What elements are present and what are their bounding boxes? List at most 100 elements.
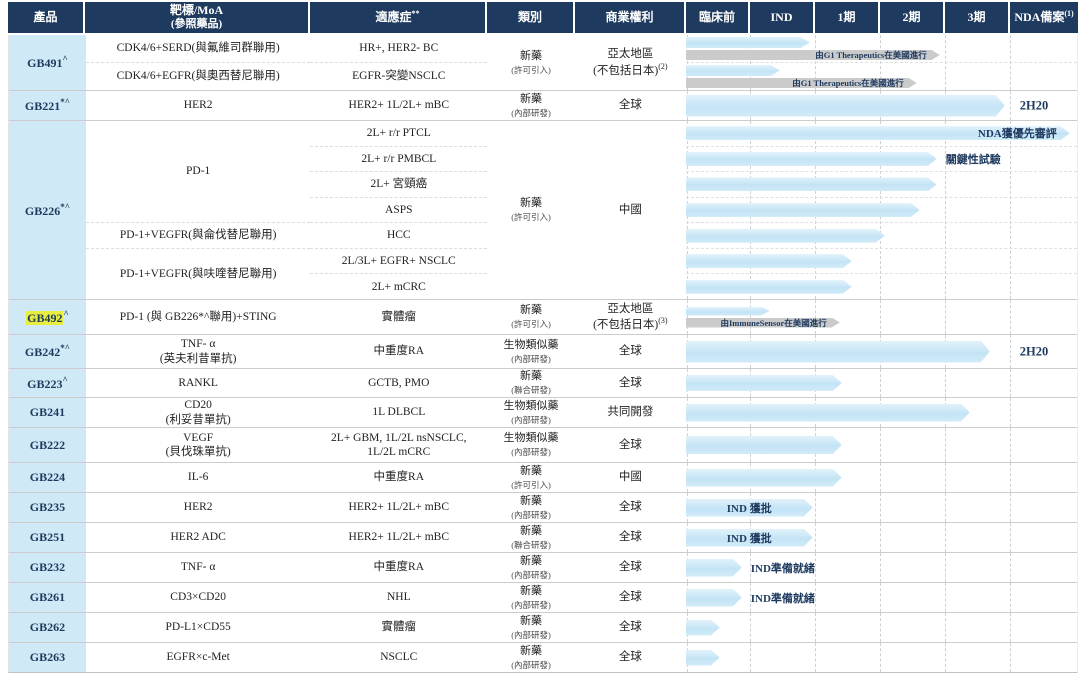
indication-line: NSCLC (380, 651, 418, 664)
target-line: (英夫利昔單抗) (159, 352, 237, 365)
commercial-text: 全球 (618, 345, 642, 358)
target-group: VEGF (貝伐珠單抗) (86, 428, 311, 462)
header-label: 適應症** (375, 8, 420, 24)
phase-gridline (814, 493, 816, 522)
category-sub: (內部研發) (511, 659, 551, 670)
commercial-line: 全球 (619, 376, 642, 390)
pipeline-lane (686, 613, 1077, 642)
category-cell: 生物類似藥 (內部研發) (487, 428, 575, 462)
indication-line: 2L+ 宮頸癌 (370, 178, 428, 191)
product-cell: GB262 (9, 613, 86, 642)
phase-gridline (814, 553, 816, 582)
commercial-text: 全球 (618, 501, 642, 514)
pipeline-cell: NDA獲優先審評 關鍵性試驗 (685, 121, 1077, 299)
category-main: 生物類似藥 (503, 338, 559, 351)
table-row: GB222 VEGF (貝伐珠單抗) 2L+ GBM, 1L/2L nsNSCLC, 1… (9, 427, 1077, 462)
product-cell: GB223^ (9, 369, 86, 397)
phase-gridline (944, 643, 946, 672)
product-name: GB251 (29, 530, 66, 544)
indication-line: 2L+ r/r PMBCL (361, 152, 437, 165)
product-label: GB223^ (27, 375, 68, 392)
pipeline-cell: 2H20 (686, 91, 1077, 120)
indication-cell: 中重度RA (310, 463, 487, 492)
phase-gridline (1009, 523, 1011, 552)
product-cell: GB232 (9, 553, 86, 582)
category-main: 新藥 (520, 554, 543, 567)
product-cell: GB221*^ (9, 91, 86, 120)
target-line: PD-1 (186, 165, 211, 178)
indication-line: HCC (386, 229, 411, 242)
pipeline-bar (686, 620, 720, 636)
column-header-適應症: 適應症** (310, 2, 487, 33)
phase-gridline (879, 428, 881, 462)
category-cell: 生物類似藥 (內部研發) (487, 335, 575, 368)
indication-line: HR+, HER2- BC (359, 42, 439, 55)
target-cell: CD3×CD20 (86, 583, 311, 612)
pipeline-bar (686, 229, 885, 243)
pipeline-bar (686, 95, 1005, 117)
bar-label: NDA獲優先審評 (977, 128, 1057, 141)
phase-gridline (1009, 91, 1011, 120)
pipeline-lane (685, 196, 1077, 223)
indication-cell: NHL (310, 583, 487, 612)
category-main: 新藥 (520, 370, 543, 383)
phase-gridline (944, 523, 946, 552)
pipeline-lane (686, 369, 1077, 397)
indication-line: 2L/3L+ EGFR+ NSCLC (341, 254, 456, 267)
indication-subrow: HCC (310, 222, 488, 248)
table-row: GB224 IL-6 中重度RA 新藥 (許可引入) 中國 (9, 462, 1077, 492)
product-label: GB491^ (27, 54, 68, 71)
phase-gridline (944, 428, 946, 462)
product-label: GB492^ (26, 309, 69, 326)
header-superscript: ** (411, 8, 420, 18)
product-name: GB491 (27, 56, 63, 70)
product-name: GB242 (24, 345, 61, 359)
commercial-line: 亞太地區 (607, 47, 653, 61)
indication-line: GCTB, PMO (368, 376, 430, 389)
product-name: GB223 (27, 376, 63, 391)
phase-gridline (814, 583, 816, 612)
commercial-text: 共同開發 (607, 406, 654, 419)
product-name: GB492 (26, 310, 64, 325)
bar-label: IND 獲批 (726, 502, 772, 515)
table-row: GB261 CD3×CD20 NHL 新藥 (內部研發) 全球 IND準備就緒 (9, 582, 1077, 612)
pipeline-lane (686, 463, 1077, 492)
commercial-line: 共同開發 (607, 405, 653, 419)
commercial-cell: 全球 (575, 428, 686, 462)
product-cell: GB222 (9, 428, 86, 462)
pipeline-cell (686, 463, 1077, 492)
target-group: CDK4/6+EGFR(與奧西替尼聯用) (85, 62, 311, 90)
category-main: 新藥 (520, 614, 543, 627)
commercial-line: 中國 (619, 203, 642, 217)
target-line: CD3×CD20 (170, 591, 226, 604)
commercial-text: 亞太地區 (607, 302, 654, 315)
indication-subrow: ASPS (310, 196, 488, 223)
commercial-cell: 全球 (575, 91, 686, 120)
target-cell: PD-L1×CD55 (86, 613, 311, 642)
table-row: GB263 EGFR×c-Met NSCLC 新藥 (內部研發) 全球 (9, 642, 1077, 672)
indication-cell: HER2+ 1L/2L+ mBC (310, 523, 487, 552)
category-cell: 新藥 (許可引入) (487, 35, 575, 90)
target-line: PD-1+VEGFR(與呋喹替尼聯用) (119, 267, 277, 280)
pipeline-cell: IND準備就緒 (686, 553, 1077, 582)
indication-subrow: 2L+ r/r PTCL (310, 121, 487, 146)
phase-gridline (686, 300, 688, 334)
indication-line: ASPS (385, 203, 413, 216)
commercial-cell: 全球 (575, 335, 686, 368)
pipeline-bar: NDA獲優先審評 (686, 126, 1070, 140)
target-line: TNF- α (180, 338, 216, 351)
commercial-text: 全球 (618, 591, 642, 604)
pipeline-lane: 由ImmuneSensor在美國進行 (686, 300, 1077, 334)
product-name: GB221 (24, 99, 61, 113)
commercial-cell: 共同開發 (575, 398, 686, 427)
category-sub: (聯合研發) (511, 539, 551, 550)
header-label: 產品 (33, 9, 58, 24)
table-header-row: 產品 靶標/MoA (參照藥品) 適應症** 類別 商業權利 臨床前 IND 1期 2期 3期 NDA… (8, 2, 1078, 33)
category-sub: (內部研發) (511, 599, 551, 610)
indication-subrow: 2L+ mCRC (310, 273, 488, 299)
indication-cell: 中重度RA (310, 553, 487, 582)
commercial-cell: 中國 (575, 463, 686, 492)
commercial-line: 全球 (619, 438, 642, 452)
commercial-cell: 全球 (575, 493, 686, 522)
indication-subrow: HER2+ 1L/2L+ mBC (310, 493, 487, 522)
